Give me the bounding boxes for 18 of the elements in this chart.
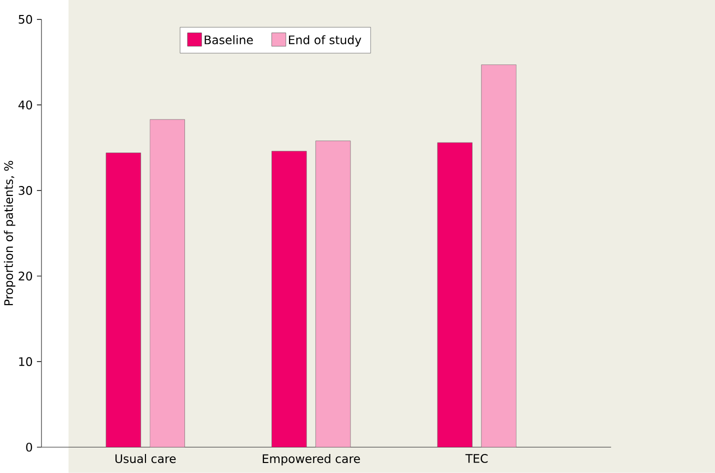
bar bbox=[106, 152, 141, 448]
x-tick-label: Empowered care bbox=[262, 454, 360, 466]
y-tick-label: 50 bbox=[18, 14, 32, 24]
y-tick-label: 20 bbox=[18, 272, 32, 281]
y-tick-label: 10 bbox=[19, 357, 32, 366]
y-tick-label: 30 bbox=[18, 186, 32, 195]
x-tick-label: Usual care bbox=[115, 454, 176, 464]
bar bbox=[481, 64, 516, 448]
bar bbox=[272, 151, 307, 448]
bar bbox=[315, 140, 351, 448]
legend-label: Baseline bbox=[204, 35, 253, 44]
y-tick-label: 40 bbox=[18, 100, 32, 110]
bar bbox=[437, 142, 472, 448]
y-axis-title: Proportion of patients, % bbox=[4, 160, 16, 306]
bar bbox=[150, 119, 185, 448]
legend-label: End of study bbox=[288, 35, 362, 47]
x-tick-label: TEC bbox=[465, 454, 488, 463]
y-tick-label: 0 bbox=[26, 442, 32, 452]
